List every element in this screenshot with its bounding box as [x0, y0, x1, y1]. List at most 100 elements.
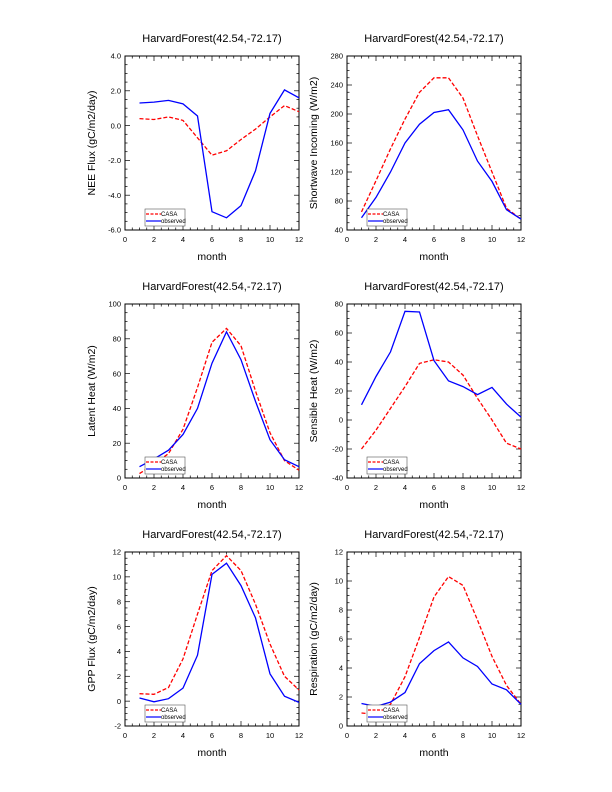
y-tick-label: 12: [335, 548, 343, 557]
y-tick-label: 40: [335, 226, 343, 235]
plot-frame: [346, 551, 522, 727]
series-line-casa: [360, 359, 522, 450]
plot-frame: [124, 55, 300, 231]
series-line-casa: [360, 77, 522, 220]
legend-label: CASA: [383, 212, 399, 218]
legend-label: observed: [161, 219, 186, 225]
y-tick-label: -4.0: [108, 191, 121, 200]
y-tick-label: 280: [330, 52, 343, 61]
plot-frame: [346, 55, 522, 231]
panel-5: 0 2 4 6 8 10 12-2024681012HarvardForest(42.54,…: [86, 529, 303, 759]
legend-label: CASA: [383, 460, 399, 466]
x-tick-label: 8: [461, 731, 465, 740]
x-tick-label: 2: [374, 483, 378, 492]
y-tick-label: 8: [339, 606, 343, 615]
x-tick-label: 8: [239, 483, 243, 492]
y-tick-label: 20: [113, 439, 121, 448]
x-tick-label: 12: [517, 731, 525, 740]
series-line-casa: [361, 575, 522, 716]
x-tick-label: 6: [210, 731, 214, 740]
x-tick-label: 12: [295, 483, 303, 492]
y-tick-label: 40: [113, 404, 121, 413]
y-tick-label: 60: [113, 369, 121, 378]
series-line-observed: [360, 108, 522, 220]
y-tick-label: 160: [330, 139, 343, 148]
x-tick-label: 2: [374, 235, 378, 244]
x-tick-label: 12: [295, 731, 303, 740]
y-axis-label: Sensible Heat (W/m2): [308, 340, 320, 443]
y-tick-label: 4: [117, 647, 121, 656]
x-tick-label: 0: [345, 235, 349, 244]
x-axis-label: month: [197, 747, 226, 759]
x-tick-label: 4: [403, 235, 407, 244]
legend-box: [366, 704, 408, 723]
y-axis-label: Shortwave Incoming (W/m2): [308, 77, 320, 209]
x-tick-label: 8: [239, 731, 243, 740]
x-tick-label: 8: [461, 483, 465, 492]
y-tick-label: 10: [113, 573, 121, 582]
panel-3: 0 2 4 6 8 10 12 0 20 40 60 80 100 HarvardForest(42.54…: [86, 281, 303, 511]
legend-label: observed: [161, 467, 186, 473]
x-tick-label: 4: [403, 483, 407, 492]
y-tick-label: 0: [339, 722, 343, 731]
legend-box: [366, 456, 408, 475]
legend-box: [144, 704, 186, 723]
panel-title: HarvardForest(42.54,-72.17): [142, 33, 281, 45]
x-tick-label: 0: [123, 483, 127, 492]
panel-6: 0 2 4 6 8 10 12 0 2 4 6 8 10 12 HarvardForest(42.54,-7…: [308, 529, 525, 759]
x-tick-label: 4: [181, 731, 185, 740]
y-tick-label: 80: [113, 335, 121, 344]
y-tick-label: 2.0: [111, 87, 121, 96]
x-tick-label: 6: [432, 235, 436, 244]
x-tick-label: 6: [432, 731, 436, 740]
x-axis-label: month: [197, 499, 226, 511]
legend-label: observed: [383, 219, 408, 225]
y-axis-label: NEE Flux (gC/m2/day): [86, 90, 98, 195]
series-line-casa: [139, 104, 300, 156]
y-tick-label: 100: [108, 300, 121, 309]
legend-box: [366, 208, 408, 227]
x-tick-label: 4: [403, 731, 407, 740]
legend-label: CASA: [161, 212, 177, 218]
y-tick-label: 0: [117, 474, 121, 483]
y-tick-label: 120: [330, 168, 343, 177]
y-tick-label: 2: [117, 672, 121, 681]
panel-2: 0 2 4 6 8 10 12 40 80 120 160 200 240 280 HarvardFores…: [308, 33, 525, 263]
x-tick-label: 10: [488, 731, 496, 740]
x-tick-label: 10: [266, 731, 274, 740]
panel-4: 0 2 4 6 8 10 12 -40 -20 0 20 40 60 80 HarvardForest(42…: [308, 281, 525, 511]
x-axis-label: month: [419, 251, 448, 263]
x-tick-label: 2: [152, 235, 156, 244]
y-tick-label: 12: [113, 548, 121, 557]
legend-label: CASA: [161, 708, 177, 714]
legend-box: [144, 208, 186, 227]
series-line-observed: [139, 330, 300, 468]
y-tick-label: 80: [335, 197, 343, 206]
y-axis-label: GPP Flux (gC/m2/day): [86, 586, 98, 691]
y-tick-label: 10: [335, 577, 343, 586]
legend-label: CASA: [383, 708, 399, 714]
x-tick-label: 12: [517, 235, 525, 244]
x-tick-label: 2: [152, 483, 156, 492]
panel-title: HarvardForest(42.54,-72.17): [364, 281, 503, 293]
x-axis-label: month: [197, 251, 226, 263]
y-tick-label: 200: [330, 110, 343, 119]
y-tick-label: 20: [335, 387, 343, 396]
x-tick-label: 4: [181, 483, 185, 492]
y-tick-label: -2: [114, 722, 121, 731]
y-tick-label: 60: [335, 329, 343, 338]
x-tick-label: 0: [345, 731, 349, 740]
series-line-observed: [360, 310, 522, 418]
y-tick-label: 0: [339, 416, 343, 425]
legend-label: observed: [161, 715, 186, 721]
x-tick-label: 12: [517, 483, 525, 492]
legend-label: CASA: [161, 460, 177, 466]
x-tick-label: 10: [488, 235, 496, 244]
x-tick-label: 6: [210, 235, 214, 244]
x-axis-label: month: [419, 747, 448, 759]
x-tick-label: 2: [152, 731, 156, 740]
